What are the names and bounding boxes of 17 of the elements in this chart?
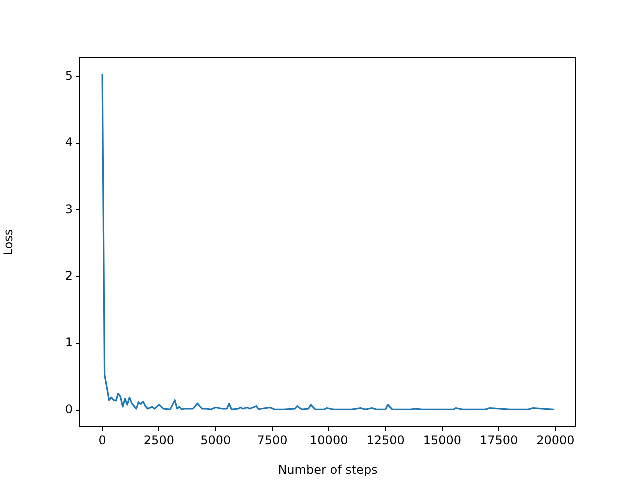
x-tick-label: 10000	[310, 433, 348, 448]
y-axis-title: Loss	[1, 229, 16, 256]
y-tick-label: 5	[65, 68, 73, 83]
x-tick-label: 20000	[536, 433, 575, 448]
y-tick-label: 4	[65, 136, 73, 150]
y-tick-label: 1	[65, 336, 73, 350]
y-tick-label: 3	[65, 202, 73, 216]
x-tick-label: 2500	[144, 433, 174, 448]
x-axis-title: Number of steps	[278, 462, 378, 477]
x-tick-label: 12500	[366, 433, 405, 448]
x-tick-label: 15000	[423, 433, 462, 448]
y-tick-label: 0	[65, 402, 73, 416]
x-tick-label: 0	[98, 433, 106, 448]
y-tick-label: 2	[65, 268, 73, 283]
x-tick-label: 7500	[257, 433, 288, 448]
x-tick-label: 17500	[480, 433, 518, 448]
x-tick-label: 5000	[200, 433, 232, 448]
